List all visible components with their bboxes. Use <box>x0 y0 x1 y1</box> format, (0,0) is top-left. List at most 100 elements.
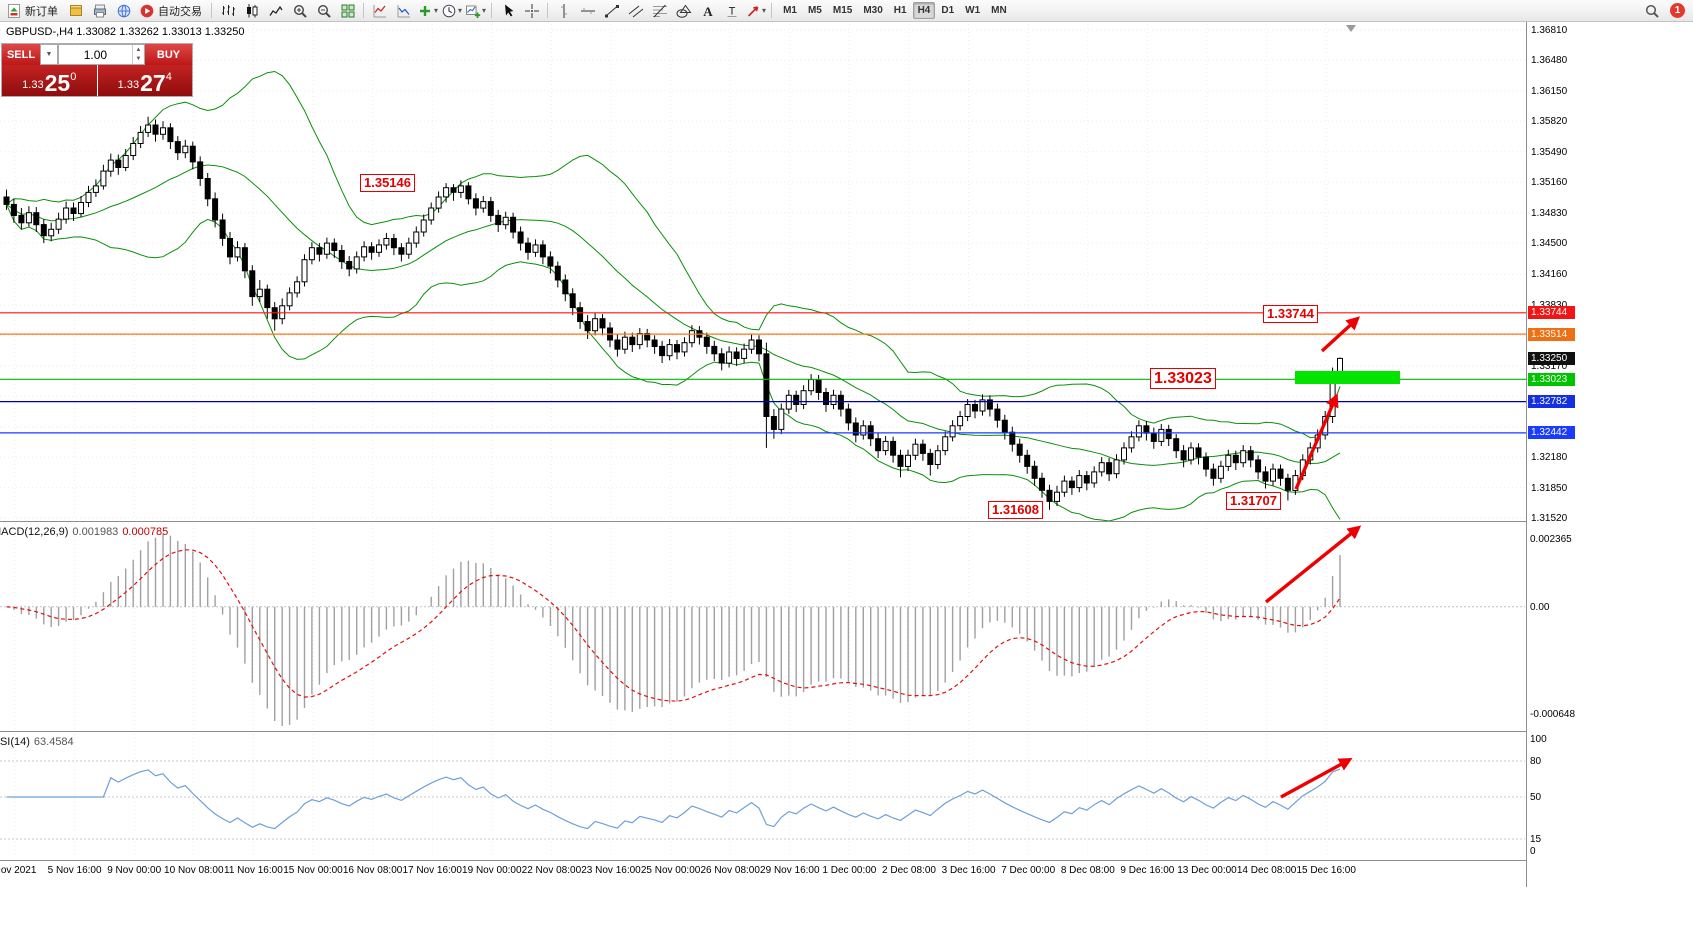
vertical-line-tool-button[interactable] <box>552 1 575 21</box>
zoom-out-button[interactable] <box>312 1 335 21</box>
trend-arrow-object[interactable] <box>1294 393 1339 490</box>
candle <box>115 154 122 175</box>
highlight-rectangle-object[interactable] <box>1295 371 1400 384</box>
period-menu-button[interactable]: ▾ <box>440 1 463 21</box>
new-order-button[interactable]: 新订单 <box>3 1 63 21</box>
line-chart-type-button[interactable] <box>264 1 287 21</box>
candle <box>860 420 867 440</box>
market-watch-icon[interactable] <box>64 1 87 21</box>
candle <box>897 449 904 478</box>
price-annotation-box[interactable]: 1.31707 <box>1226 492 1281 510</box>
price-annotation-box[interactable]: 1.33023 <box>1150 368 1216 389</box>
horizontal-line-tool-button[interactable] <box>576 1 599 21</box>
candle <box>212 192 219 228</box>
trend-arrow-object[interactable] <box>1320 316 1361 353</box>
candle <box>1076 470 1083 493</box>
add-indicator-button[interactable]: ▾ <box>416 1 439 21</box>
candle <box>78 196 84 218</box>
candle <box>1232 450 1239 470</box>
volume-input[interactable] <box>59 45 132 64</box>
candle <box>733 347 740 366</box>
candle <box>927 448 934 476</box>
panel-separator[interactable] <box>0 521 1577 522</box>
candle <box>145 116 152 137</box>
candle <box>621 331 628 354</box>
chevron-down-icon: ▾ <box>762 5 767 15</box>
time-axis-label: 7 Dec 00:00 <box>1001 865 1056 876</box>
cursor-tool-button[interactable] <box>496 1 519 21</box>
buy-button[interactable]: BUY <box>145 44 192 65</box>
sell-button[interactable]: SELL <box>2 44 40 65</box>
indicator-up-button[interactable] <box>392 1 415 21</box>
bollinger-bands <box>6 70 1341 521</box>
search-icon[interactable] <box>1640 1 1663 21</box>
timeframe-button-d1[interactable]: D1 <box>941 5 955 16</box>
candle <box>964 399 971 422</box>
indicator-down-button[interactable] <box>368 1 391 21</box>
label-tool-button[interactable]: T <box>720 1 743 21</box>
price-annotation-box[interactable]: 1.31608 <box>988 501 1043 519</box>
trendline-tool-button[interactable] <box>600 1 623 21</box>
fibonacci-tool-button[interactable] <box>648 1 671 21</box>
volume-up-button[interactable]: ▲ <box>135 46 142 53</box>
price-badge: 1.33250 <box>1528 351 1575 365</box>
trade-options-dropdown[interactable]: ▼ <box>40 44 58 65</box>
crosshair-tool-button[interactable] <box>520 1 543 21</box>
timeframe-button-m1[interactable]: M1 <box>783 5 797 16</box>
price-badge: 1.33744 <box>1528 306 1575 320</box>
panel-separator[interactable] <box>0 860 1577 861</box>
shapes-tool-button[interactable] <box>672 1 695 21</box>
chart-shift-marker[interactable] <box>1346 25 1356 32</box>
panel-separator[interactable] <box>0 731 1577 732</box>
y-axis-tick: 1.36480 <box>1531 55 1568 67</box>
candle <box>510 212 517 239</box>
timeframe-button-m30[interactable]: M30 <box>863 5 883 16</box>
candle <box>219 213 226 246</box>
print-icon[interactable] <box>88 1 111 21</box>
sell-price[interactable]: 1.33 25 0 <box>2 65 97 96</box>
main-chart-canvas[interactable] <box>0 22 1527 521</box>
candle <box>25 206 32 227</box>
tile-windows-button[interactable] <box>336 1 359 21</box>
candle <box>830 389 837 410</box>
candle <box>1083 471 1090 491</box>
arrows-tool-button[interactable]: ▾ <box>744 1 767 21</box>
trend-arrow-object[interactable] <box>1280 758 1353 799</box>
candle <box>1225 449 1232 471</box>
timeframe-button-w1[interactable]: W1 <box>965 5 981 16</box>
price-badge: 1.32782 <box>1528 395 1575 409</box>
channel-tool-button[interactable] <box>624 1 647 21</box>
candle <box>1001 414 1008 440</box>
rsi-panel-canvas[interactable] <box>0 732 1527 860</box>
community-icon[interactable] <box>112 1 135 21</box>
candle <box>659 340 666 363</box>
price-axis[interactable]: 1.36810 1.36480 1.36150 1.35820 1.35490 1.351… <box>1526 22 1577 887</box>
candle <box>1009 426 1016 452</box>
text-tool-button[interactable]: A <box>696 1 719 21</box>
timeframe-button-h1[interactable]: H1 <box>893 5 907 16</box>
candle <box>539 240 546 265</box>
trend-arrow-object[interactable] <box>1264 525 1362 604</box>
timeframe-button-m5[interactable]: M5 <box>807 5 822 16</box>
zoom-in-button[interactable] <box>288 1 311 21</box>
candle <box>756 335 762 362</box>
bar-chart-type-button[interactable] <box>216 1 239 21</box>
autotrading-button[interactable]: 自动交易 <box>136 1 207 21</box>
volume-down-button[interactable]: ▼ <box>135 56 142 63</box>
new-order-button-label: 新订单 <box>25 5 58 18</box>
timeframe-button-m15[interactable]: M15 <box>832 5 853 16</box>
candle <box>711 340 718 362</box>
candle <box>338 244 345 269</box>
price-annotation-box[interactable]: 1.35146 <box>360 174 415 192</box>
buy-price[interactable]: 1.33 27 4 <box>97 65 192 96</box>
timeframe-button-mn[interactable]: MN <box>991 5 1007 16</box>
template-menu-button[interactable]: ▾ <box>464 1 487 21</box>
timeframe-button-h4[interactable]: H4 <box>912 2 936 19</box>
price-annotation-box[interactable]: 1.33744 <box>1263 305 1318 323</box>
y-axis-tick: 1.35490 <box>1531 146 1568 158</box>
notification-badge[interactable]: 1 <box>1670 3 1685 18</box>
candlestick-chart-type-button[interactable] <box>240 1 263 21</box>
macd-panel-canvas[interactable] <box>0 522 1527 731</box>
candle <box>562 274 569 302</box>
